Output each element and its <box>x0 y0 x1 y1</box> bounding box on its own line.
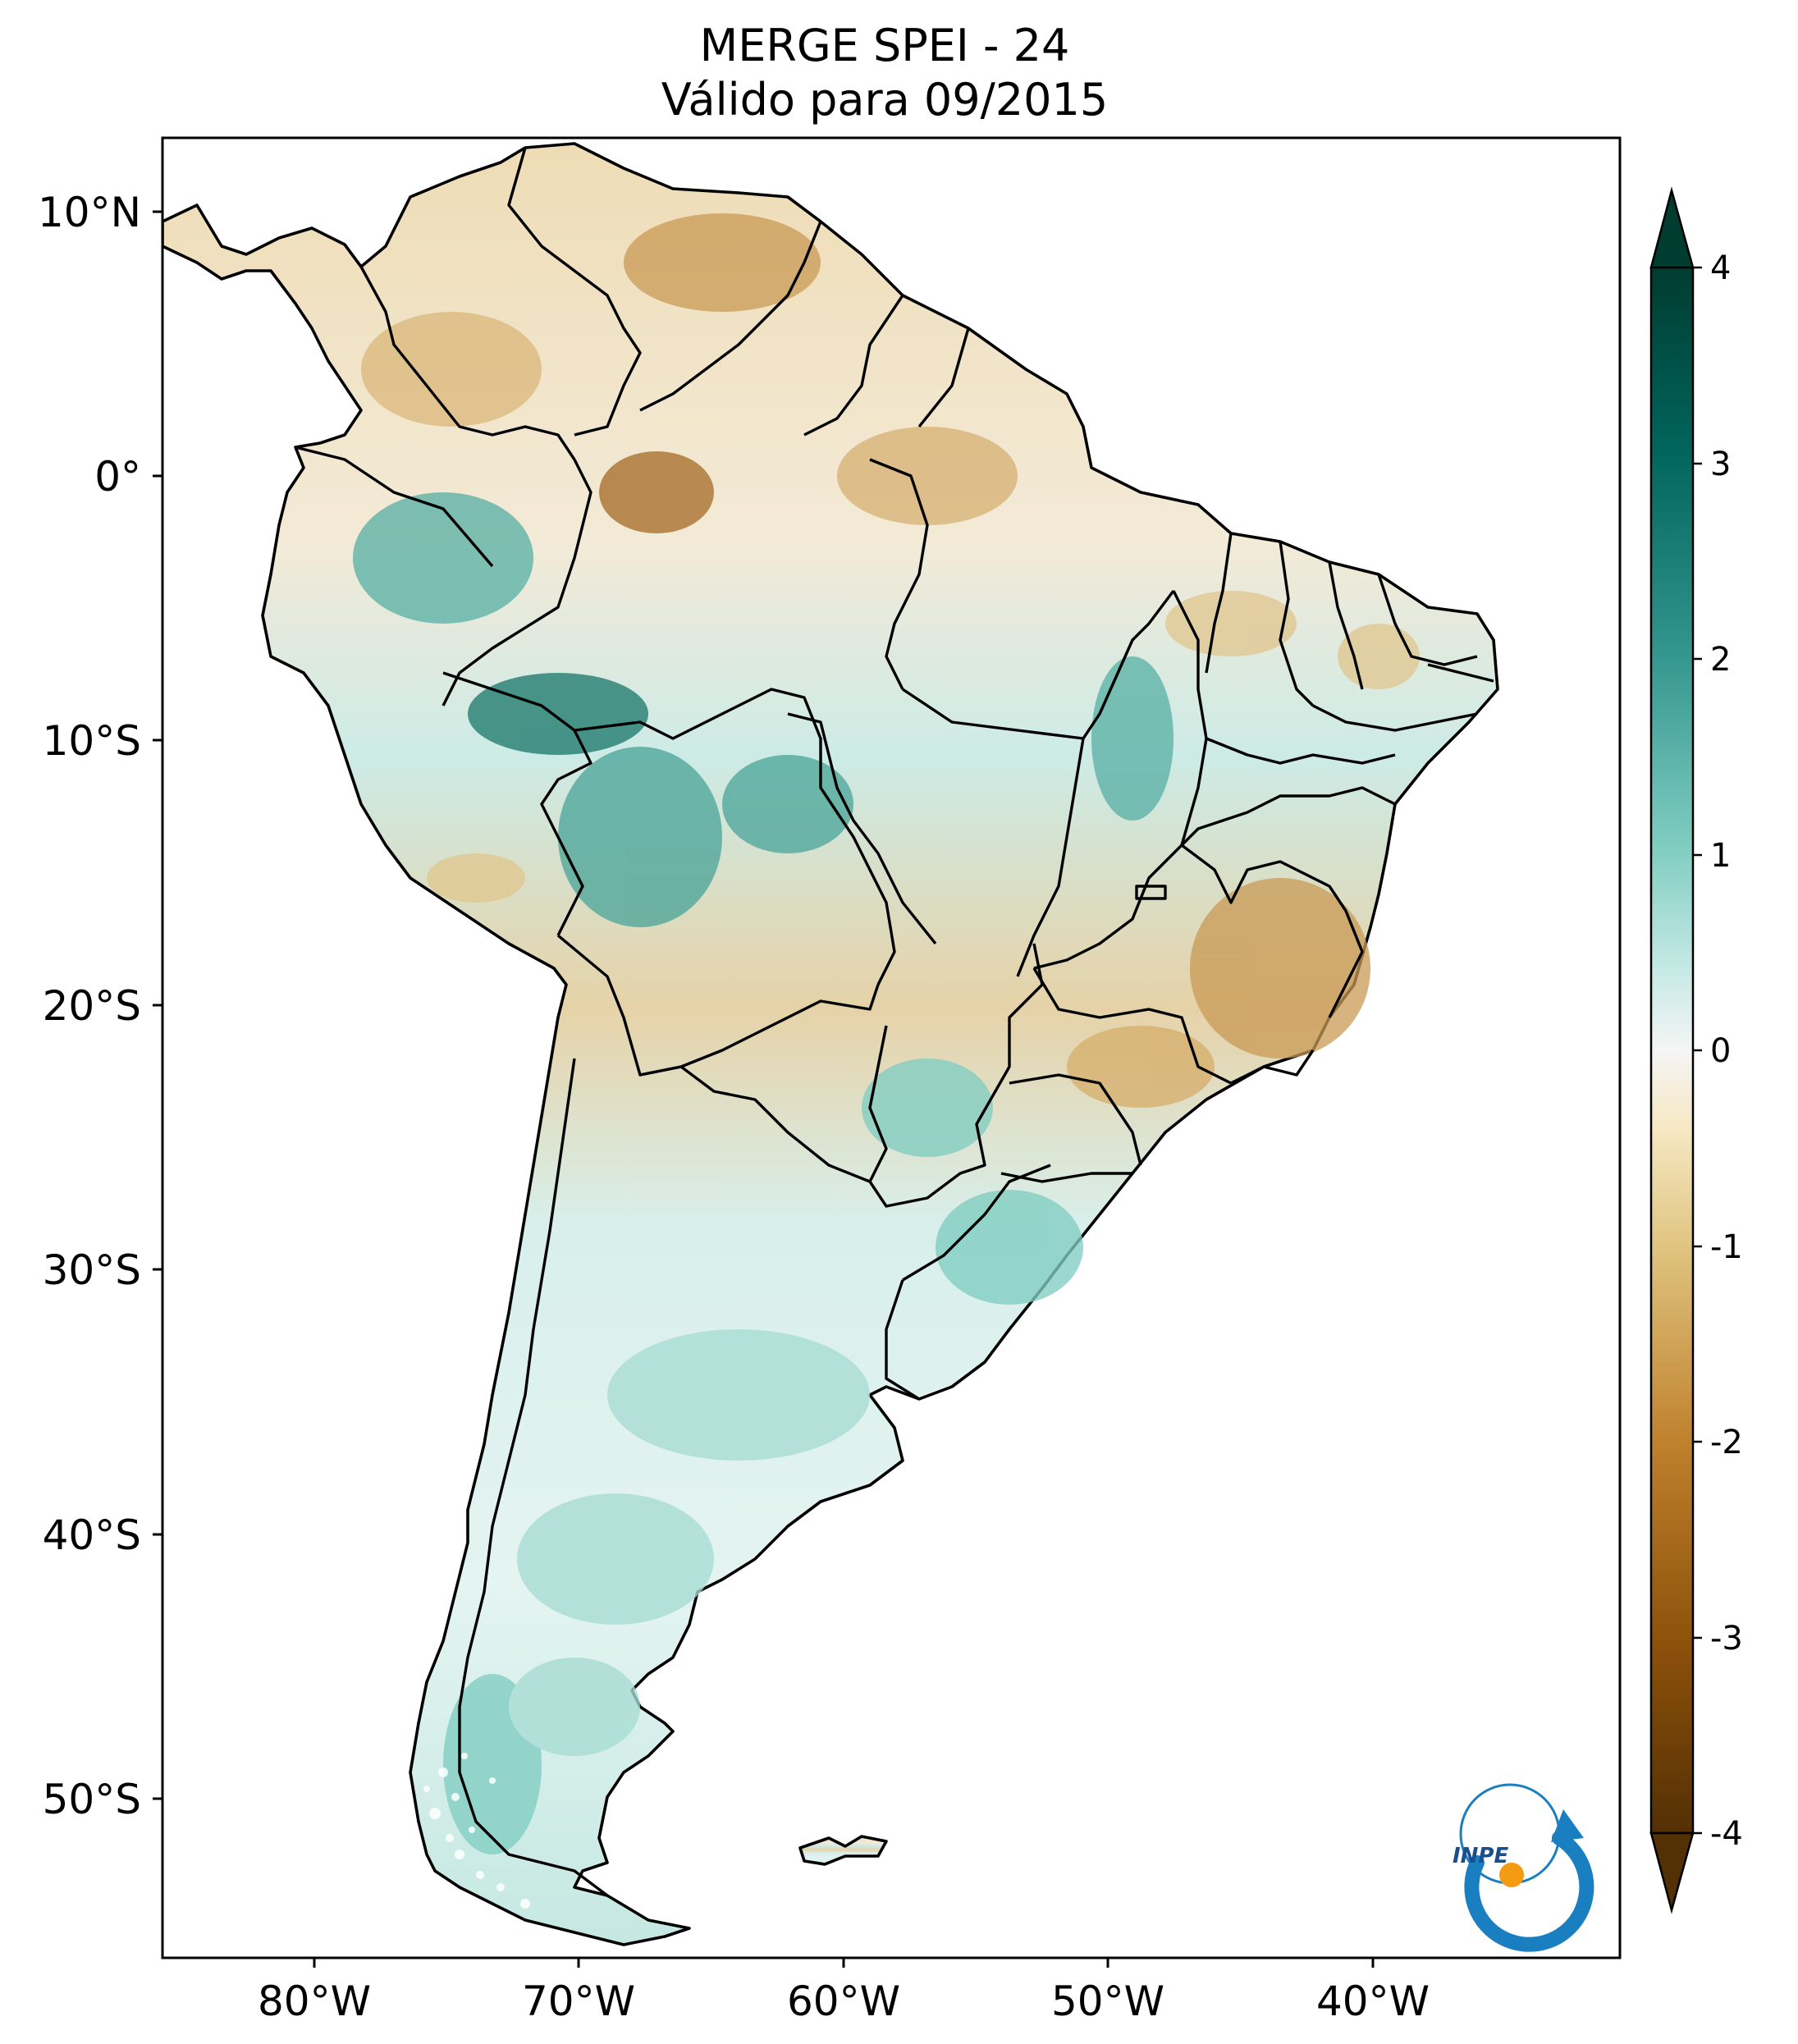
lat-label-0: 0° <box>94 453 141 501</box>
longitude-axis: 80°W 70°W 60°W 50°W 40°W <box>258 1958 1430 2025</box>
lon-label-40w: 40°W <box>1316 1978 1430 2025</box>
colorbar-label-neg2: -2 <box>1710 1424 1743 1461</box>
brazil-state-borders <box>787 458 1494 1183</box>
colorbar-label-neg3: -3 <box>1710 1620 1743 1658</box>
lat-label-40s: 40°S <box>43 1511 141 1559</box>
lat-label-10n: 10°N <box>38 189 141 236</box>
colorbar-label-0: 0 <box>1710 1032 1731 1070</box>
colorbar-label-2: 2 <box>1710 641 1731 679</box>
colorbar-bottom-extend <box>1649 1831 1695 1914</box>
lat-label-30s: 30°S <box>43 1246 141 1294</box>
colorbar-label-1: 1 <box>1710 837 1731 875</box>
lake-outline <box>1135 885 1167 900</box>
lat-label-20s: 20°S <box>43 982 141 1030</box>
colorbar-label-4: 4 <box>1710 249 1731 287</box>
inpe-logo-text: INPE <box>1453 1844 1508 1868</box>
latitude-axis: 10°N 0° 10°S 20°S 30°S 40°S 50°S <box>38 189 162 1823</box>
map-area <box>162 138 1620 1958</box>
lat-label-10s: 10°S <box>43 717 141 765</box>
falkland-islands <box>798 1835 888 1866</box>
chile-fjord-speckles <box>423 1753 530 1909</box>
lon-label-70w: 70°W <box>522 1978 635 2025</box>
colorbar-label-neg1: -1 <box>1710 1228 1743 1266</box>
inpe-logo-icon: INPE <box>1453 1783 1594 1952</box>
colorbar-label-3: 3 <box>1710 446 1731 483</box>
map-title-line1: MERGE SPEI - 24 <box>700 20 1070 71</box>
colorbar: 4 3 2 1 0 -1 -2 -3 -4 <box>1649 186 1743 1914</box>
lon-label-60w: 60°W <box>787 1978 900 2025</box>
colorbar-gradient <box>1649 266 1695 1835</box>
colorbar-label-neg4: -4 <box>1710 1815 1743 1853</box>
country-borders <box>295 147 1051 1897</box>
lon-label-80w: 80°W <box>258 1978 371 2025</box>
colorbar-top-extend <box>1649 186 1695 269</box>
map-frame <box>161 136 1622 1959</box>
lat-label-50s: 50°S <box>43 1776 141 1823</box>
map-title-line2: Válido para 09/2015 <box>661 74 1108 126</box>
lon-label-50w: 50°W <box>1051 1978 1164 2025</box>
